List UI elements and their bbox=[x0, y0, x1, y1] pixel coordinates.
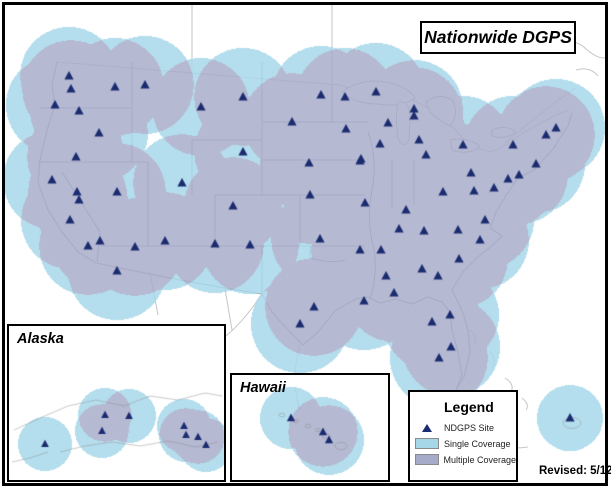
legend-item-label: NDGPS Site bbox=[444, 422, 495, 433]
map-title-box: Nationwide DGPS bbox=[420, 21, 576, 54]
hawaii-label: Hawaii bbox=[240, 380, 286, 396]
legend-item-label: Single Coverage bbox=[444, 438, 511, 449]
revised-date: Revised: 5/12 bbox=[539, 465, 611, 477]
legend-item-label: Multiple Coverage bbox=[443, 454, 516, 465]
alaska-inset-box: Alaska bbox=[7, 324, 226, 482]
alaska-label: Alaska bbox=[17, 331, 64, 347]
legend-item-single-coverage: Single Coverage bbox=[410, 436, 516, 451]
legend-title: Legend bbox=[444, 399, 494, 415]
legend-item-ndgps-site: NDGPS Site bbox=[410, 420, 516, 435]
ndgps-site-triangle-icon bbox=[422, 423, 432, 432]
legend-item-multiple-coverage: Multiple Coverage bbox=[410, 452, 516, 467]
single-coverage-swatch bbox=[415, 438, 439, 449]
legend-box: Legend NDGPS Site Single Coverage Multip… bbox=[408, 390, 518, 482]
multiple-coverage-swatch bbox=[414, 454, 439, 465]
map-title: Nationwide DGPS bbox=[424, 27, 572, 47]
hawaii-inset-box: Hawaii bbox=[230, 373, 390, 482]
